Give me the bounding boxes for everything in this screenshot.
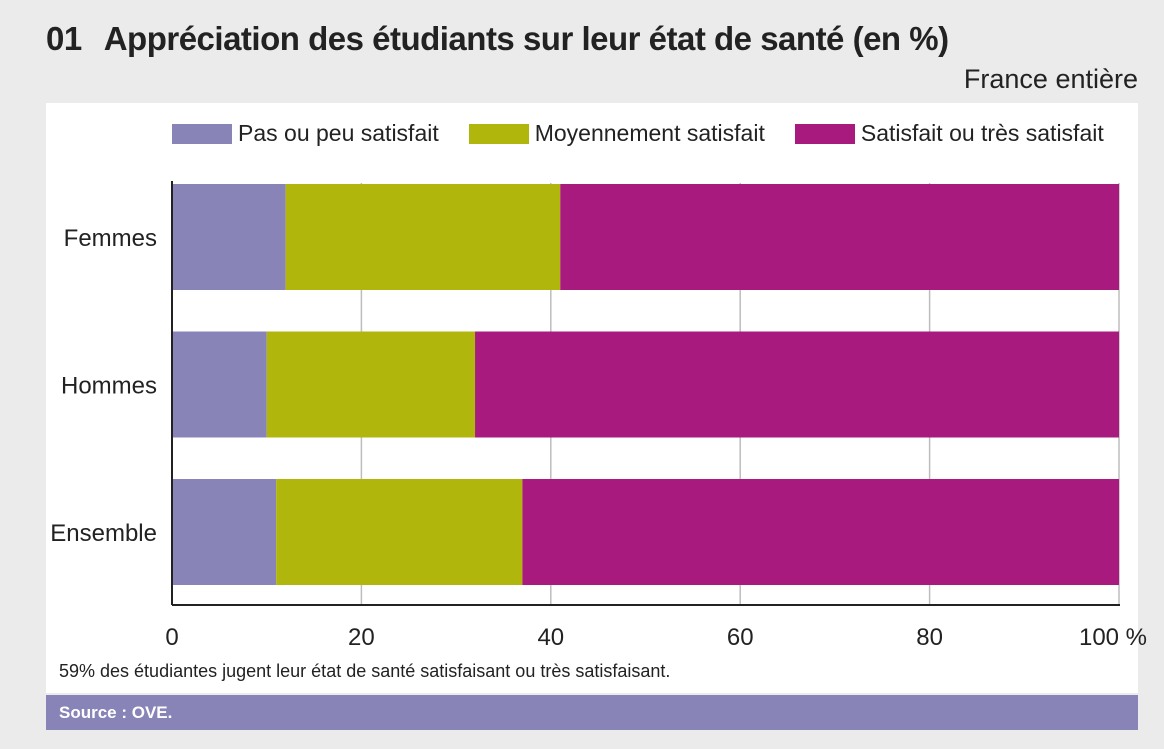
legend-item: Satisfait ou très satisfait xyxy=(794,120,1104,147)
source-bar: Source : OVE. xyxy=(46,695,1138,730)
y-category-label: Femmes xyxy=(64,225,157,252)
x-tick-label: 0 xyxy=(165,624,178,651)
legend-label: Satisfait ou très satisfait xyxy=(860,120,1104,146)
chart-subtitle: France entière xyxy=(963,64,1138,94)
x-tick-label: 20 xyxy=(348,624,375,651)
bar-segment xyxy=(522,479,1119,585)
legend-swatch xyxy=(172,123,232,144)
bar-segment xyxy=(172,331,267,438)
legend-label: Moyennement satisfait xyxy=(534,120,765,146)
bar-segment xyxy=(172,479,277,585)
x-tick-label: 60 xyxy=(727,624,754,651)
y-category-label: Hommes xyxy=(61,373,157,400)
x-tick-label: 100 % xyxy=(1079,624,1147,651)
bar-segment xyxy=(276,479,523,585)
legend-swatch xyxy=(794,123,855,144)
legend-label: Pas ou peu satisfait xyxy=(238,120,439,146)
bar-segment xyxy=(285,184,561,290)
chart-title: 01 Appréciation des étudiants sur leur ét… xyxy=(46,20,949,58)
bar-segment xyxy=(560,184,1119,290)
x-tick-label: 40 xyxy=(537,624,564,651)
legend-item: Pas ou peu satisfait xyxy=(172,120,439,147)
legend-item: Moyennement satisfait xyxy=(468,120,765,147)
chart-title-text: Appréciation des étudiants sur leur état… xyxy=(103,20,949,57)
chart-number: 01 xyxy=(46,20,82,57)
chart-note: 59% des étudiantes jugent leur état de s… xyxy=(59,661,671,681)
bar-segment xyxy=(475,331,1119,438)
legend-swatch xyxy=(468,123,529,144)
x-tick-label: 80 xyxy=(916,624,943,651)
y-category-label: Ensemble xyxy=(50,520,157,547)
bar-segment xyxy=(172,184,286,290)
bar-segment xyxy=(266,331,476,438)
legend: Pas ou peu satisfait Moyennement satisfai… xyxy=(172,120,1134,147)
